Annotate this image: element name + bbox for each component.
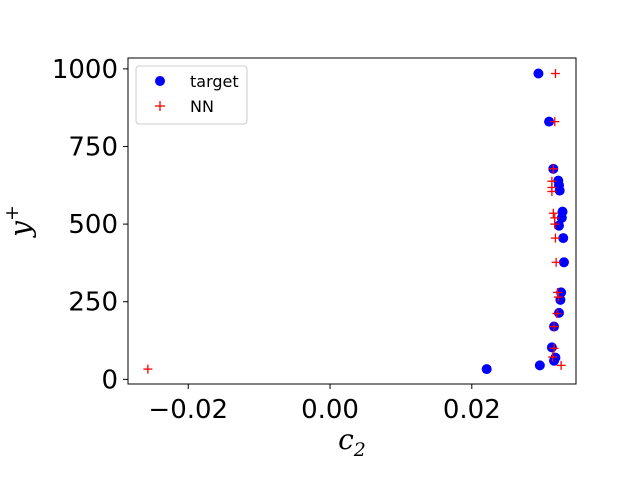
nn-point: [548, 208, 558, 218]
x-tick-label: 0.02: [443, 395, 501, 425]
target-point: [481, 364, 492, 375]
y-tick-label: 1000: [52, 55, 118, 85]
nn-point: [549, 343, 559, 353]
target-point: [553, 175, 564, 186]
x-axis-label-subscript: 2: [353, 439, 366, 461]
y-tick-label: 500: [68, 210, 118, 240]
y-axis-label-superscript: +: [1, 205, 23, 221]
y-tick-label: 750: [68, 132, 118, 162]
x-axis-label: c2: [338, 423, 366, 461]
legend-target-label: target: [190, 72, 239, 91]
nn-point: [547, 176, 557, 186]
nn-point: [550, 69, 560, 79]
target-point: [546, 342, 557, 353]
data-marks: [143, 68, 569, 375]
nn-point: [548, 352, 558, 362]
target-point: [544, 116, 555, 127]
nn-point: [550, 117, 560, 127]
nn-point: [553, 287, 563, 297]
nn-point: [548, 164, 558, 174]
nn-point: [549, 322, 559, 332]
target-point: [553, 220, 564, 231]
nn-point: [553, 292, 563, 302]
nn-point: [143, 364, 153, 374]
x-tick-label: 0.00: [301, 395, 359, 425]
y-axis-label: y+: [1, 205, 37, 239]
legend: target NN: [135, 65, 248, 125]
target-point: [558, 257, 569, 268]
legend-target-marker: [155, 76, 165, 86]
y-tick-label: 0: [101, 365, 118, 395]
nn-point: [550, 233, 560, 243]
legend-nn-marker: [155, 101, 165, 111]
nn-point: [556, 360, 566, 370]
y-axis-ticks: 0 250 500 750 1000: [52, 55, 128, 395]
legend-nn-label: NN: [190, 97, 214, 116]
plot-frame: [127, 57, 577, 385]
nn-point: [550, 213, 560, 223]
x-axis-ticks: −0.02 0.00 0.02: [148, 384, 501, 425]
x-tick-label: −0.02: [148, 395, 228, 425]
target-point: [549, 355, 560, 366]
target-point: [557, 206, 568, 217]
nn-point: [551, 257, 561, 267]
nn-point: [552, 309, 562, 319]
target-point: [558, 233, 569, 244]
target-point: [534, 360, 545, 371]
target-point: [533, 68, 544, 79]
y-tick-label: 250: [68, 288, 118, 318]
